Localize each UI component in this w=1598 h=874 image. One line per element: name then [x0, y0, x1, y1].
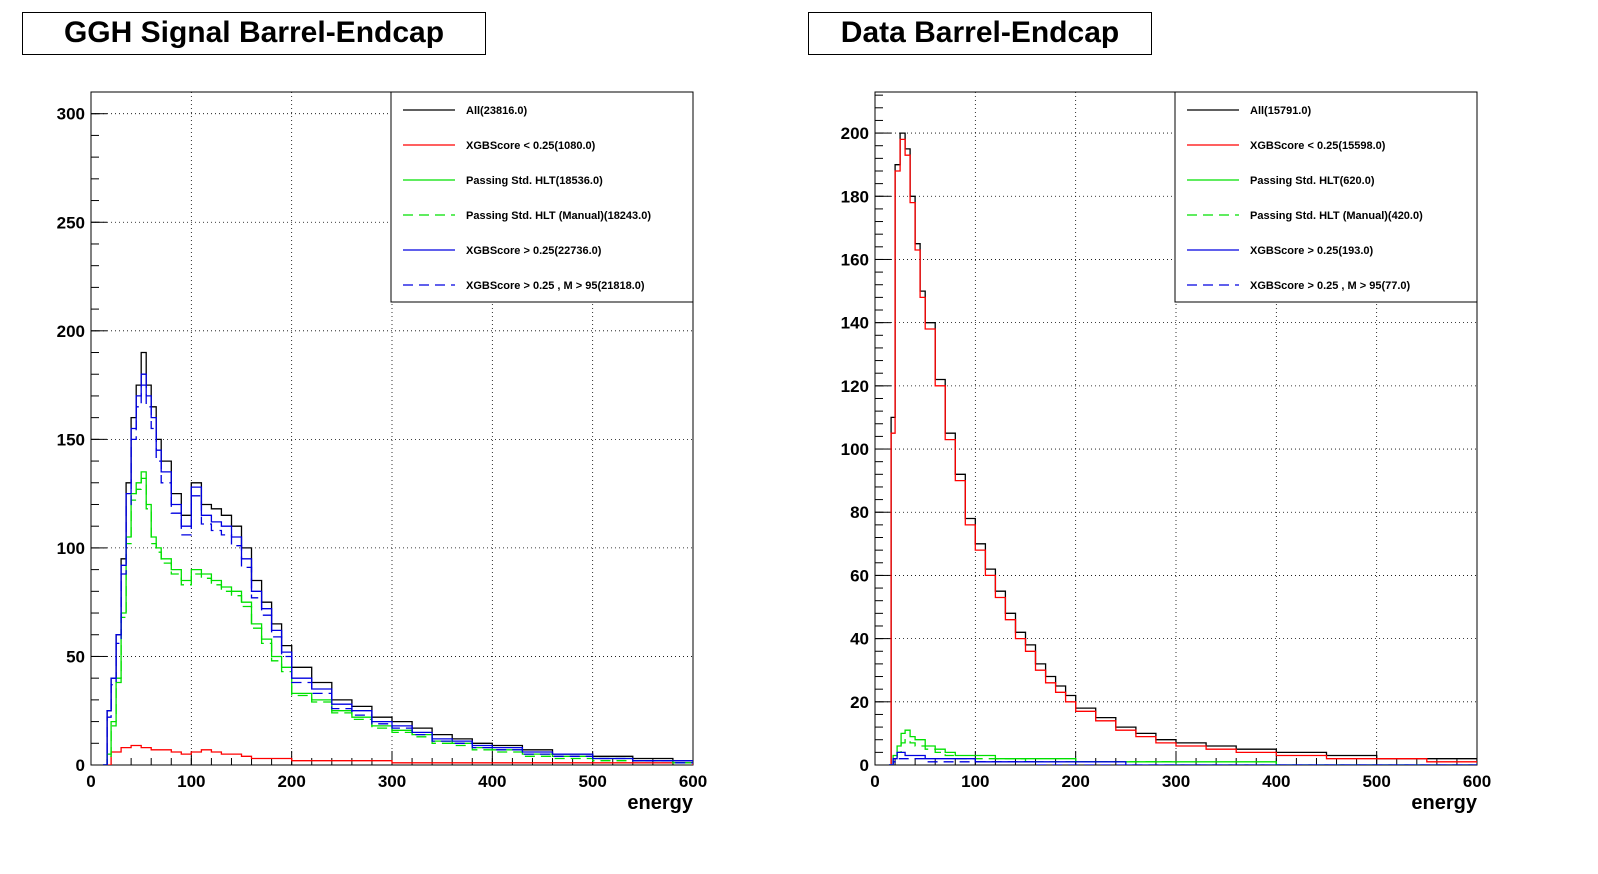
- x-axis-title: energy: [627, 792, 693, 814]
- chart-0: 0 100 200 300 400 500 600 0 50 100 150 200 250 300 ene…: [57, 91, 707, 814]
- y-tick-label: 120: [841, 377, 869, 396]
- x-tick-label: 400: [478, 772, 506, 791]
- chart-title-left: GGH Signal Barrel-Endcap: [22, 12, 486, 55]
- y-tick-label: 100: [841, 440, 869, 459]
- legend-label: XGBScore > 0.25(193.0): [1250, 245, 1374, 257]
- x-tick-label: 500: [1362, 772, 1390, 791]
- legend-label: XGBScore < 0.25(1080.0): [466, 140, 596, 152]
- series-line-1: [103, 744, 693, 765]
- y-tick-label: 80: [850, 503, 869, 522]
- y-tick-label: 300: [57, 105, 85, 124]
- legend-label: Passing Std. HLT(620.0): [1250, 175, 1375, 187]
- x-tick-label: 600: [679, 772, 707, 791]
- series-line-2: [889, 729, 1477, 765]
- x-tick-label: 400: [1262, 772, 1290, 791]
- series-line-1: [889, 138, 1477, 765]
- y-tick-label: 150: [57, 430, 85, 449]
- y-tick-label: 50: [66, 647, 85, 666]
- legend-label: Passing Std. HLT (Manual)(420.0): [1250, 210, 1423, 222]
- x-tick-label: 0: [870, 772, 879, 791]
- legend-label: Passing Std. HLT(18536.0): [466, 175, 603, 187]
- x-tick-label: 500: [578, 772, 606, 791]
- y-tick-label: 180: [841, 187, 869, 206]
- chart-1: 0 100 200 300 400 500 600 0 20 40 60 80 100 120 140 160…: [841, 91, 1491, 814]
- legend-label: XGBScore > 0.25 , M > 95(77.0): [1250, 280, 1411, 292]
- y-tick-label: 160: [841, 250, 869, 269]
- y-tick-label: 0: [860, 756, 869, 775]
- y-tick-label: 200: [57, 322, 85, 341]
- series-line-0: [103, 351, 693, 765]
- y-tick-label: 20: [850, 693, 869, 712]
- y-tick-label: 0: [76, 756, 85, 775]
- y-tick-label: 250: [57, 213, 85, 232]
- x-tick-label: 200: [1061, 772, 1089, 791]
- chart-title-right: Data Barrel-Endcap: [808, 12, 1152, 55]
- series-line-5: [889, 758, 1477, 765]
- x-tick-label: 100: [177, 772, 205, 791]
- series-line-5: [103, 384, 693, 765]
- y-tick-label: 100: [57, 539, 85, 558]
- y-tick-label: 60: [850, 566, 869, 585]
- y-tick-label: 140: [841, 314, 869, 333]
- legend-label: XGBScore < 0.25(15598.0): [1250, 140, 1386, 152]
- x-tick-label: 300: [1162, 772, 1190, 791]
- x-tick-label: 600: [1463, 772, 1491, 791]
- x-axis-title: energy: [1411, 792, 1477, 814]
- legend-box: [1174, 91, 1478, 303]
- y-tick-label: 40: [850, 630, 869, 649]
- legend-label: XGBScore > 0.25 , M > 95(21818.0): [466, 280, 645, 292]
- legend-label: All(15791.0): [1250, 105, 1311, 117]
- x-tick-label: 0: [86, 772, 95, 791]
- x-tick-label: 100: [961, 772, 989, 791]
- x-tick-label: 300: [378, 772, 406, 791]
- legend-label: Passing Std. HLT (Manual)(18243.0): [466, 210, 651, 222]
- series-line-3: [103, 477, 693, 765]
- legend-label: XGBScore > 0.25(22736.0): [466, 245, 602, 257]
- x-tick-label: 200: [277, 772, 305, 791]
- legend-box: [390, 91, 694, 303]
- y-tick-label: 200: [841, 124, 869, 143]
- series-line-4: [889, 751, 1477, 765]
- legend-label: All(23816.0): [466, 105, 527, 117]
